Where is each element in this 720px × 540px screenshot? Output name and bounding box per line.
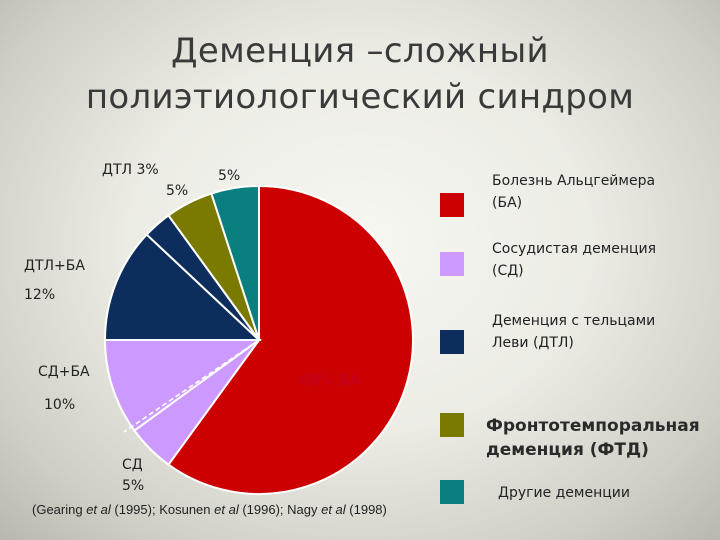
guide-line-dtl bbox=[167, 214, 260, 341]
label-ba: 60% БА bbox=[300, 373, 360, 389]
source-part-a: (Gearing bbox=[32, 502, 87, 517]
label-dtlba-pct: 12% bbox=[24, 287, 56, 303]
guide-line-sd bbox=[123, 339, 260, 433]
title-line-1: Деменция –сложный bbox=[171, 31, 549, 71]
label-other: 5% bbox=[218, 168, 241, 184]
legend-label-4: Фронтотемпоральная деменция (ФТД) bbox=[486, 416, 700, 460]
source-part-c: (1996); Nagy bbox=[238, 502, 322, 517]
source-etal-2: et al bbox=[214, 502, 239, 517]
label-sd-name: СД bbox=[122, 457, 143, 473]
title-line-2: полиэтиологический синдром bbox=[85, 77, 635, 117]
label-sd-pct: 5% bbox=[122, 478, 145, 494]
source-part-b: (1995); Kosunen bbox=[110, 502, 215, 517]
legend-label-5: Другие деменции bbox=[498, 485, 630, 501]
legend-swatch-3 bbox=[440, 330, 464, 354]
label-ftd: 5% bbox=[166, 183, 189, 199]
legend-label-1: Болезнь Альцгеймера (БА) bbox=[492, 173, 656, 211]
source-etal-1: et al bbox=[86, 502, 111, 517]
label-dtlba-name: ДТЛ+БА bbox=[24, 258, 85, 274]
label-dtl: ДТЛ 3% bbox=[102, 162, 159, 178]
source-part-d: (1998) bbox=[345, 502, 387, 517]
pie-slice-dtlba bbox=[103, 233, 262, 341]
pie-slice-ba bbox=[167, 184, 414, 495]
source-etal-3: et al bbox=[321, 502, 346, 517]
slide-title: Деменция –сложный полиэтиологический син… bbox=[40, 28, 680, 120]
legend-label-2: Сосудистая деменция (СД) bbox=[492, 241, 657, 279]
legend-label-3: Деменция с тельцами Леви (ДТЛ) bbox=[492, 313, 656, 351]
source-citation: (Gearing et al (1995); Kosunen et al (19… bbox=[32, 502, 387, 517]
pie-slice-other bbox=[210, 184, 260, 341]
legend-swatch-1 bbox=[440, 193, 464, 217]
pie-slice-sdba bbox=[103, 339, 263, 432]
legend-swatch-2 bbox=[440, 252, 464, 276]
legend-swatch-5 bbox=[440, 480, 464, 504]
label-sdba-pct: 10% bbox=[44, 397, 76, 413]
legend-swatch-4 bbox=[440, 413, 464, 437]
label-sdba-name: СД+БА bbox=[38, 364, 90, 380]
